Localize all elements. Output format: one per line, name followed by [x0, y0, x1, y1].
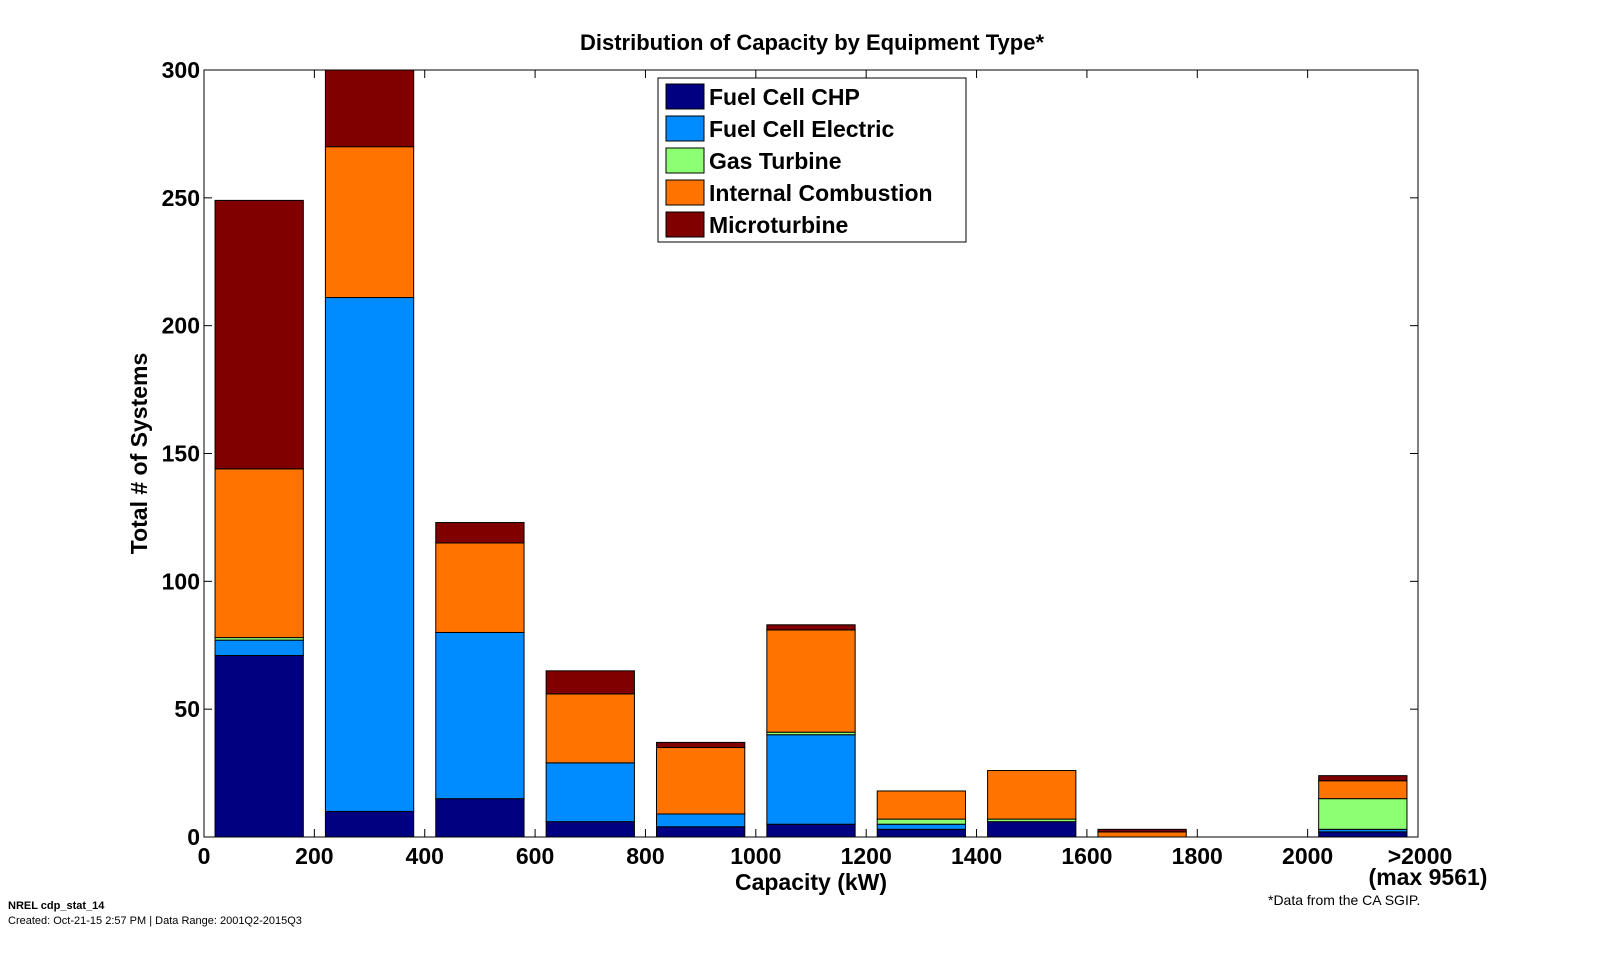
x-tick-label: 2000	[1282, 843, 1333, 869]
bar-segment-internal-combustion-10	[1318, 780, 1408, 800]
y-tick-label: 300	[162, 57, 200, 83]
bar-segment-internal-combustion-5	[766, 629, 856, 733]
legend-box	[657, 77, 967, 243]
legend-label-internal-combustion: Internal Combustion	[709, 180, 933, 206]
y-tick-label: 0	[187, 824, 200, 850]
bar-segment-gas-turbine-6	[876, 818, 967, 825]
bar-segment-internal-combustion-6	[876, 790, 967, 820]
bar-segment-fuel-cell-chp-5	[766, 823, 856, 838]
bar-segment-internal-combustion-4	[655, 747, 746, 815]
bar-segment-microturbine-3	[545, 670, 635, 695]
bar-segment-fuel-cell-chp-6	[876, 828, 967, 838]
bar-segment-fuel-cell-chp-1	[324, 810, 415, 838]
x-axis: 0 200 400 600 800 1000 1200 1400 1600 1800 2000	[198, 70, 1333, 869]
created-info: Created: Oct-21-15 2:57 PM | Data Range:…	[8, 915, 302, 927]
legend-swatch-microturbine	[665, 211, 705, 238]
bar-segment-fuel-cell-electric-4	[655, 813, 746, 828]
legend-label-microturbine: Microturbine	[709, 212, 848, 238]
bar-segment-internal-combustion-2	[435, 542, 525, 633]
bar-segment-fuel-cell-chp-3	[545, 821, 635, 838]
x-tick-label-overflow-max: (max 9561)	[1369, 864, 1488, 890]
bar-segment-internal-combustion-0	[214, 468, 304, 639]
bar-segment-gas-turbine-10	[1318, 798, 1408, 830]
legend-label-gas-turbine: Gas Turbine	[709, 148, 842, 174]
bar-segment-microturbine-10	[1318, 775, 1408, 782]
x-tick-label: 1400	[951, 843, 1002, 869]
y-tick-label: 150	[162, 441, 200, 467]
x-tick-label: 1800	[1172, 843, 1223, 869]
bars-group	[214, 69, 1408, 838]
bar-segment-microturbine-5	[766, 624, 856, 631]
bar-segment-internal-combustion-1	[324, 146, 415, 299]
bar-segment-fuel-cell-chp-0	[214, 654, 304, 838]
bar-segment-microturbine-4	[655, 741, 746, 749]
bar-segment-microturbine-2	[435, 522, 525, 544]
x-tick-label: 0	[198, 843, 211, 869]
x-axis-label: Capacity (kW)	[735, 869, 887, 895]
legend-swatch-gas-turbine	[665, 147, 705, 174]
legend-label-fuel-cell-chp: Fuel Cell CHP	[709, 84, 860, 110]
x-tick-label-overflow: >2000	[1388, 843, 1453, 869]
bar-segment-internal-combustion-8	[1097, 831, 1187, 838]
bar-segment-fuel-cell-electric-2	[435, 631, 525, 800]
bar-segment-fuel-cell-electric-5	[766, 734, 856, 825]
x-tick-label: 400	[406, 843, 444, 869]
y-tick-label: 50	[174, 696, 200, 722]
bar-segment-fuel-cell-chp-4	[655, 826, 746, 838]
bar-segment-fuel-cell-chp-7	[987, 821, 1077, 838]
bar-segment-fuel-cell-electric-3	[545, 762, 635, 823]
y-tick-label: 100	[162, 568, 200, 594]
x-tick-label: 1600	[1061, 843, 1112, 869]
bar-segment-microturbine-1	[324, 69, 415, 148]
y-tick-label: 200	[162, 313, 200, 339]
y-tick-label: 250	[162, 185, 200, 211]
bar-segment-internal-combustion-7	[987, 770, 1077, 820]
bar-segment-fuel-cell-electric-0	[214, 639, 304, 656]
bar-segment-fuel-cell-electric-6	[876, 823, 967, 830]
y-axis-label: Total # of Systems	[126, 353, 152, 555]
legend-swatch-fuel-cell-electric	[665, 115, 705, 142]
bar-segment-internal-combustion-3	[545, 693, 635, 764]
bar-segment-microturbine-8	[1097, 828, 1187, 833]
chart-title: Distribution of Capacity by Equipment Ty…	[580, 30, 1045, 55]
x-tick-label: 600	[516, 843, 554, 869]
legend-label-fuel-cell-electric: Fuel Cell Electric	[709, 116, 895, 142]
chart-id: NREL cdp_stat_14	[8, 900, 105, 912]
legend: Fuel Cell CHP Fuel Cell Electric Gas Turbi…	[657, 77, 967, 243]
x-tick-label: 1000	[730, 843, 781, 869]
bar-segment-fuel-cell-chp-2	[435, 798, 525, 838]
bar-segment-microturbine-0	[214, 199, 304, 470]
legend-swatch-internal-combustion	[665, 179, 705, 206]
x-tick-label: 200	[295, 843, 333, 869]
data-source-footnote: *Data from the CA SGIP.	[1268, 892, 1421, 908]
x-tick-label: 1200	[841, 843, 892, 869]
legend-swatch-fuel-cell-chp	[665, 83, 705, 110]
x-tick-label: 800	[626, 843, 664, 869]
y-axis: 0 50 100 150 200 250 300	[162, 57, 1418, 850]
bar-segment-fuel-cell-chp-10	[1318, 831, 1408, 838]
bar-segment-fuel-cell-electric-1	[324, 297, 415, 812]
